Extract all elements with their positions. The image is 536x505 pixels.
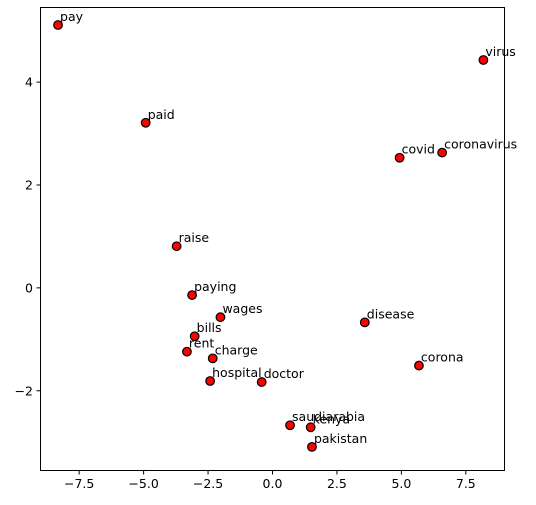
point-label-virus: virus [485, 44, 515, 59]
point-label-raise: raise [179, 230, 210, 245]
y-tick-label: 0 [25, 280, 33, 295]
x-tick-label: 2.5 [327, 476, 347, 491]
data-point-disease [359, 317, 370, 328]
data-point-pakistan [307, 441, 317, 452]
y-axis-ticks: −2 0 2 4 [15, 75, 41, 398]
point-label-bills: bills [197, 320, 222, 335]
data-point-raise [171, 241, 182, 252]
data-point-pay [53, 20, 63, 30]
data-point-saudiarabia [285, 420, 295, 431]
data-point-paid [140, 117, 151, 128]
point-label-charge: charge [215, 342, 258, 357]
y-tick-label: 2 [25, 177, 33, 192]
data-point-kenya [305, 422, 316, 433]
point-label-paying: paying [194, 279, 236, 294]
point-label-kenya: kenya [313, 411, 350, 426]
x-tick-label: −5.0 [128, 476, 158, 491]
y-tick-label: −2 [15, 383, 33, 398]
point-label-pay: pay [60, 9, 84, 24]
point-label-rent: rent [189, 336, 214, 351]
y-tick-label: 4 [25, 75, 33, 90]
x-tick-label: −2.5 [193, 476, 223, 491]
data-point-paying [187, 290, 197, 300]
point-label-corona: corona [421, 350, 464, 365]
data-point-covid [394, 152, 405, 163]
point-label-wages: wages [222, 301, 262, 316]
plot-frame [40, 7, 505, 471]
point-label-disease: disease [367, 306, 415, 321]
data-point-coronavirus [437, 147, 448, 158]
data-point-bills [189, 331, 200, 342]
point-label-doctor: doctor [264, 366, 305, 381]
data-point-rent [182, 346, 192, 357]
x-tick-label: 5.0 [391, 476, 411, 491]
point-label-pakistan: pakistan [314, 431, 367, 446]
data-point-hospital [205, 376, 216, 386]
data-point-charge [207, 353, 218, 364]
x-tick-label: 7.5 [456, 476, 476, 491]
data-point-corona [414, 360, 424, 371]
point-label-covid: covid [402, 142, 435, 157]
data-point-virus [478, 55, 489, 65]
data-point-wages [215, 312, 226, 323]
point-label-saudiarabia: saudiarabia [292, 409, 365, 424]
data-point-doctor [256, 377, 267, 387]
point-label-coronavirus: coronavirus [444, 137, 517, 152]
x-tick-label: −7.5 [64, 476, 94, 491]
x-axis-ticks: −7.5 −5.0 −2.5 0.0 2.5 5.0 7.5 [64, 470, 476, 491]
point-label-hospital: hospital [212, 365, 262, 380]
point-label-paid: paid [148, 107, 175, 122]
x-tick-label: 0.0 [263, 476, 283, 491]
